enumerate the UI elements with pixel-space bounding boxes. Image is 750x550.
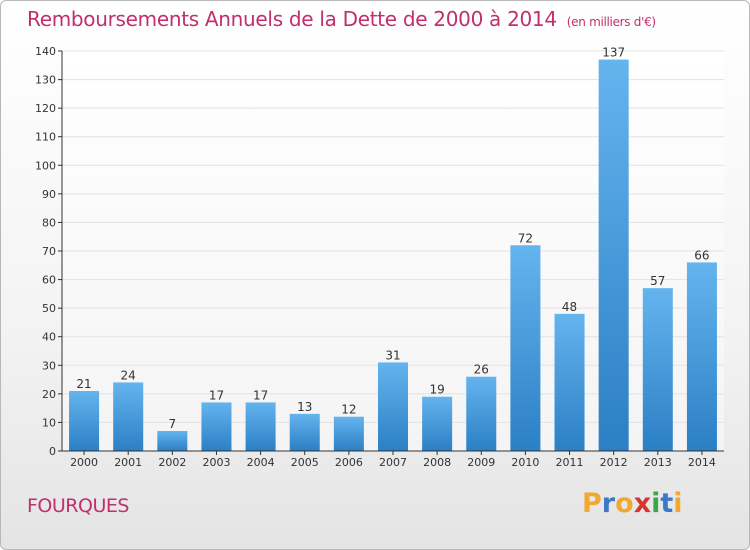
y-tick-label: 130: [35, 74, 56, 87]
y-tick-label: 70: [42, 245, 56, 258]
x-tick-label: 2001: [114, 456, 142, 469]
x-tick-label: 2006: [335, 456, 363, 469]
logo-letter: i: [651, 488, 661, 519]
bar-value-label: 24: [121, 368, 136, 382]
bar[interactable]: [377, 362, 409, 451]
chart-title: Remboursements Annuels de la Dette de 20…: [27, 7, 656, 31]
bar[interactable]: [69, 391, 100, 451]
bar-value-label: 66: [694, 248, 709, 262]
bar[interactable]: [598, 59, 629, 451]
bar[interactable]: [333, 416, 364, 451]
y-tick-label: 120: [35, 102, 56, 115]
bar[interactable]: [157, 431, 188, 451]
bar-value-label: 17: [253, 388, 268, 402]
bar[interactable]: [642, 288, 673, 451]
commune-name: FOURQUES: [27, 495, 129, 517]
x-tick-label: 2004: [247, 456, 275, 469]
bar[interactable]: [201, 402, 232, 451]
bar-value-label: 12: [341, 403, 356, 417]
y-tick-label: 50: [42, 302, 56, 315]
chart-title-text: Remboursements Annuels de la Dette de 20…: [27, 7, 557, 31]
y-tick-label: 100: [35, 159, 56, 172]
x-tick-label: 2007: [379, 456, 407, 469]
data-labels: 21 24 7 17 17 13 12 31 19 26 72 48 137 57 66: [76, 46, 709, 431]
bar[interactable]: [113, 382, 144, 451]
bar-value-label: 31: [385, 348, 400, 362]
bar[interactable]: [510, 245, 541, 451]
y-axis: 0 10 20 30 40 50 60 70 80 90 100 110 120 130 140: [35, 45, 63, 458]
y-tick-label: 140: [35, 45, 56, 58]
bar-value-label: 17: [209, 388, 224, 402]
y-tick-label: 30: [42, 359, 56, 372]
y-tick-label: 60: [42, 274, 56, 287]
x-tick-label: 2000: [70, 456, 98, 469]
logo-letter: x: [633, 488, 652, 519]
logo-letter: P: [582, 488, 602, 519]
y-tick-label: 90: [42, 188, 56, 201]
bar-value-label: 72: [518, 231, 533, 245]
bar-value-label: 57: [650, 274, 665, 288]
bar-value-label: 7: [169, 417, 177, 431]
x-tick-label: 2014: [688, 456, 716, 469]
bar[interactable]: [554, 313, 585, 451]
y-tick-label: 80: [42, 216, 56, 229]
proxiti-logo[interactable]: Proxiti: [582, 488, 683, 519]
bars: [69, 59, 717, 451]
x-tick-label: 2009: [467, 456, 495, 469]
chart-subtitle: (en milliers d'€): [566, 15, 656, 29]
x-tick-label: 2003: [202, 456, 230, 469]
logo-letter: o: [615, 488, 634, 519]
bar-value-label: 21: [76, 377, 91, 391]
bar-value-label: 19: [429, 383, 444, 397]
x-axis: 2000 2001 2002 2003 2004 2005 2006 2007 2008 2009…: [62, 450, 724, 469]
bar[interactable]: [466, 376, 497, 451]
bar-value-label: 26: [474, 363, 489, 377]
bar[interactable]: [245, 402, 276, 451]
logo-letter: i: [673, 488, 683, 519]
x-tick-label: 2011: [556, 456, 584, 469]
bar-value-label: 48: [562, 300, 577, 314]
y-tick-label: 20: [42, 388, 56, 401]
logo-letter: r: [601, 488, 616, 519]
bar[interactable]: [422, 396, 453, 451]
y-tick-label: 0: [49, 445, 56, 458]
bar[interactable]: [686, 262, 717, 451]
x-tick-label: 2013: [644, 456, 672, 469]
x-tick-label: 2002: [158, 456, 186, 469]
bar[interactable]: [289, 413, 320, 451]
y-tick-label: 110: [35, 131, 56, 144]
x-tick-label: 2012: [600, 456, 628, 469]
x-tick-label: 2008: [423, 456, 451, 469]
y-tick-label: 10: [42, 416, 56, 429]
bar-value-label: 137: [602, 46, 625, 60]
x-tick-label: 2010: [511, 456, 539, 469]
x-tick-label: 2005: [291, 456, 319, 469]
logo-letter: t: [660, 488, 674, 519]
y-tick-label: 40: [42, 331, 56, 344]
bar-value-label: 13: [297, 400, 312, 414]
